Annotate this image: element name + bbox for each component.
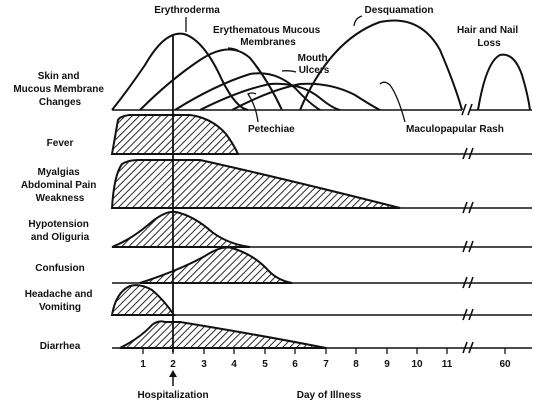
row-label-fever: Fever <box>47 138 74 149</box>
skin-curves <box>111 19 531 111</box>
axis-title: Day of Illness <box>297 390 362 401</box>
break-mark-fever <box>462 147 474 160</box>
row-label-hypotension: Hypotension and Oliguria <box>28 219 91 243</box>
break-mark-confusion <box>462 276 474 289</box>
headache-curve <box>110 284 176 316</box>
petechiae-label: Petechiae <box>248 124 295 135</box>
row-label-myalgias: Myalgias Abdominal Pain Weakness <box>21 167 99 204</box>
erythematous-mucous-membranes-curve <box>139 48 283 111</box>
erythematous-mucous-membranes-leader <box>227 47 239 51</box>
maculopapular-rash-leader <box>379 81 406 123</box>
maculopapular-rash-label: Maculopapular Rash <box>406 124 504 135</box>
tick-label: 1 <box>140 359 146 370</box>
desquamation-curve <box>299 19 463 111</box>
erythroderma-label: Erythroderma <box>154 5 220 16</box>
row-label-confusion: Confusion <box>35 263 84 274</box>
erythematous-mucous-membranes-label: Erythematous Mucous Membranes <box>213 25 323 48</box>
hospitalization-label: Hospitalization <box>137 390 208 401</box>
petechiae-leader <box>247 92 259 123</box>
break-mark-diarrhea <box>462 341 474 354</box>
break-mark-hypotension <box>462 240 474 253</box>
hospitalization-arrow <box>169 370 177 386</box>
symptom-curves <box>110 114 401 349</box>
tick-label: 9 <box>384 359 390 370</box>
tick-label: 8 <box>353 359 359 370</box>
skin-annotations: Erythroderma Erythematous Mucous Membran… <box>154 5 521 135</box>
mouth-ulcers-curve <box>174 72 321 111</box>
tick-label: 60 <box>499 359 511 370</box>
diarrhea-curve <box>119 320 327 349</box>
tick-label: 5 <box>262 359 268 370</box>
desquamation-label: Desquamation <box>365 5 434 16</box>
confusion-curve <box>139 246 293 284</box>
fever-curve <box>110 114 240 155</box>
x-axis-ticks: 1 2 3 4 5 6 7 8 9 10 11 60 <box>140 348 511 370</box>
hair-and-nail-loss-label: Hair and Nail Loss <box>457 25 521 49</box>
mouth-ulcers-leader <box>281 70 297 73</box>
row-label-headache: Headache and Vomiting <box>25 289 96 313</box>
tick-label: 2 <box>170 359 176 370</box>
row-label-diarrhea: Diarrhea <box>40 341 81 352</box>
maculopapular-rash-curve <box>231 82 381 111</box>
break-mark-skin <box>461 103 473 116</box>
hair-and-nail-loss-curve <box>477 53 531 111</box>
tick-label: 11 <box>442 359 453 370</box>
tick-label: 3 <box>201 359 207 370</box>
hypotension-curve <box>111 210 251 248</box>
tick-label: 10 <box>411 359 423 370</box>
mouth-ulcers-label: Mouth Ulcers <box>298 53 331 76</box>
row-label-skin: Skin and Mucous Membrane Changes <box>13 71 106 108</box>
tick-label: 6 <box>292 359 298 370</box>
break-mark-headache <box>462 308 474 321</box>
break-mark-myalgias <box>462 201 474 214</box>
myalgias-curve <box>110 159 401 209</box>
tick-label: 7 <box>323 359 329 370</box>
erythroderma-curve <box>111 32 249 111</box>
axis-break-marks <box>461 103 474 354</box>
desquamation-leader <box>353 15 363 27</box>
tick-label: 4 <box>231 359 237 370</box>
arrow-up-icon <box>169 370 177 377</box>
